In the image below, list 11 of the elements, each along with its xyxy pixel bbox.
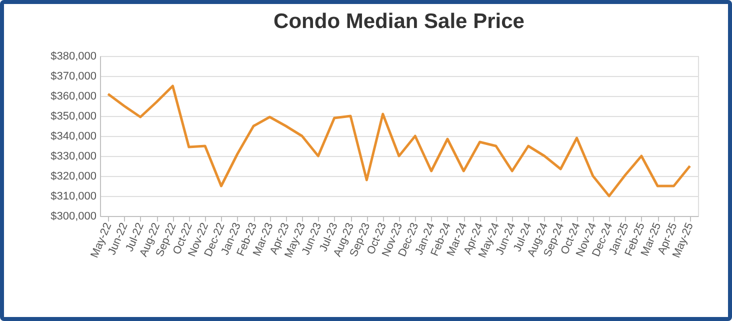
y-tick-label: $360,000	[50, 90, 96, 102]
chart-title: Condo Median Sale Price	[274, 10, 524, 33]
y-tick-label: $350,000	[50, 110, 96, 122]
y-tick-label: $300,000	[50, 210, 96, 222]
y-tick-label: $320,000	[50, 170, 96, 182]
y-tick-label: $340,000	[50, 130, 96, 142]
y-tick-label: $370,000	[50, 70, 96, 82]
y-tick-label: $310,000	[50, 190, 96, 202]
y-tick-label: $330,000	[50, 150, 96, 162]
line-series	[106, 84, 692, 198]
y-tick-label: $380,000	[50, 50, 96, 62]
